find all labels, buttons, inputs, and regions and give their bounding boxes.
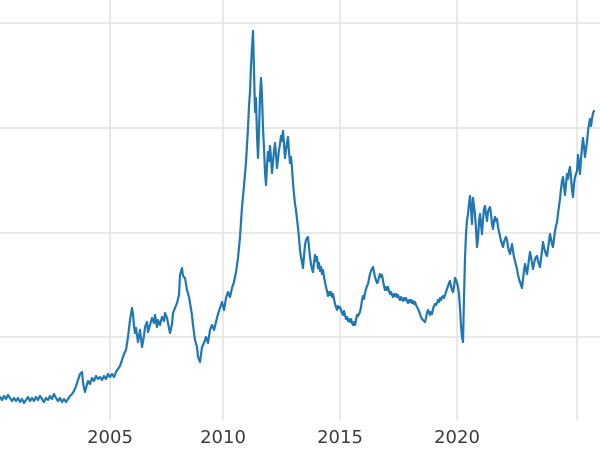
- time-series-line: [0, 29, 596, 405]
- x-tick-label: 2010: [200, 427, 246, 448]
- x-tick-label: 2015: [317, 427, 363, 448]
- x-tick-label: 2020: [434, 427, 480, 448]
- x-tick-label: 2005: [87, 427, 133, 448]
